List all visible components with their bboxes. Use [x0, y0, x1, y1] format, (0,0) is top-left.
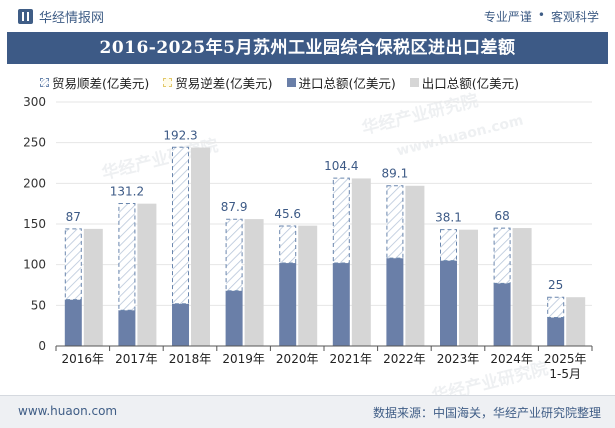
surplus-bar [225, 218, 243, 292]
surplus-data-label: 45.6 [274, 207, 301, 221]
surplus-data-label: 192.3 [163, 128, 197, 142]
x-tick-label: 2025年 [544, 352, 587, 366]
surplus-bar [386, 185, 404, 259]
y-tick-label: 300 [23, 95, 46, 109]
legend-item-deficit: 贸易逆差(亿美元) [163, 73, 273, 92]
brand-name: 华经情报网 [39, 11, 105, 26]
export-bar [512, 228, 532, 346]
export-bar [566, 297, 586, 346]
surplus-data-label: 87.9 [221, 200, 248, 214]
y-tick-label: 150 [23, 217, 46, 231]
brand[interactable]: 华经情报网 [18, 7, 104, 26]
surplus-bar [440, 229, 457, 262]
surplus-bar [493, 227, 511, 284]
surplus-data-label: 25 [548, 278, 563, 292]
surplus-data-label: 104.4 [324, 159, 358, 173]
x-tick-label: 2019年 [222, 352, 265, 366]
footer-source: 数据来源：中国海关，华经产业研究院整理 [372, 406, 601, 420]
chart-canvas: 0 50 100 150 200 250 300 2016年 2017年 2018年 2019年 20… [23, 95, 593, 381]
export-bar [137, 203, 157, 346]
x-tick-label: 1-5月 [549, 367, 581, 381]
y-tick-label: 250 [23, 136, 46, 150]
footer-site-link[interactable]: www.huaon.com [18, 404, 118, 418]
import-bar [386, 258, 404, 346]
surplus-data-label: 68 [494, 209, 509, 223]
tagline-first: 专业严谨 [483, 10, 532, 24]
x-tick-label: 2017年 [115, 352, 158, 366]
x-tick-label: 2021年 [330, 352, 373, 366]
import-bar [172, 303, 189, 346]
export-bar [244, 219, 264, 346]
surplus-data-label: 131.2 [110, 185, 144, 199]
legend-swatch-surplus [40, 78, 49, 87]
surplus-data-label: 87 [66, 210, 81, 224]
export-bar [83, 228, 103, 346]
export-bar [191, 147, 210, 346]
legend-item-import: 进口总额(亿美元) [286, 73, 396, 92]
y-tick-label: 50 [31, 298, 46, 312]
x-tick-label: 2020年 [276, 352, 319, 366]
import-bar [279, 263, 297, 346]
chart-title: 2016-2025年5月苏州工业园综合保税区进出口差额 [99, 38, 516, 58]
surplus-data-label: 89.1 [382, 167, 409, 181]
x-tick-label: 2024年 [490, 352, 533, 366]
surplus-bar [172, 146, 189, 305]
import-bar [547, 317, 565, 346]
legend-swatch-deficit [163, 78, 173, 87]
legend-swatch-import [286, 78, 296, 87]
x-tick-label: 2023年 [437, 352, 480, 366]
import-bar [118, 310, 136, 346]
surplus-bar [547, 296, 565, 319]
tagline-separator: • [537, 8, 545, 22]
y-tick-label: 0 [38, 339, 46, 353]
surplus-bar [332, 177, 350, 264]
x-tick-label: 2022年 [383, 352, 426, 366]
export-bar [405, 185, 425, 346]
footer: www.huaon.com 数据来源：中国海关，华经产业研究院整理 [0, 395, 615, 428]
import-bar [64, 299, 82, 346]
surplus-bar [279, 225, 297, 264]
export-bar [351, 178, 371, 346]
surplus-bar [64, 228, 82, 301]
x-tick-label: 2016年 [62, 352, 105, 366]
tagline: 专业严谨 • 客观科学 [484, 8, 599, 25]
export-bar [298, 225, 318, 346]
import-bar [440, 260, 457, 346]
import-bar [332, 263, 350, 346]
surplus-bar [118, 203, 136, 311]
legend-item-export: 出口总额(亿美元) [409, 73, 520, 92]
legend-label-deficit: 贸易逆差(亿美元) [175, 76, 273, 91]
import-bar [493, 283, 511, 346]
brand-logo-icon [18, 9, 33, 24]
chart-title-bar: 2016-2025年5月苏州工业园综合保税区进出口差额 [7, 32, 608, 64]
top-bar: 华经情报网 专业严谨 • 客观科学 [0, 0, 615, 30]
y-tick-label: 200 [23, 176, 46, 190]
legend-label-export: 出口总额(亿美元) [421, 76, 520, 91]
legend-item-surplus: 贸易顺差(亿美元) [40, 73, 149, 92]
legend-label-surplus: 贸易顺差(亿美元) [52, 76, 150, 91]
x-tick-label: 2018年 [169, 352, 212, 366]
surplus-data-label: 38.1 [435, 211, 462, 225]
legend-label-import: 进口总额(亿美元) [298, 76, 396, 91]
y-tick-label: 100 [23, 258, 46, 272]
chart-legend: 贸易顺差(亿美元) 贸易逆差(亿美元) 进口总额(亿美元) 出口总额(亿美元) [40, 73, 519, 92]
import-bar [225, 290, 243, 346]
tagline-second: 客观科学 [550, 10, 599, 24]
export-bar [459, 229, 478, 346]
legend-swatch-export [409, 78, 419, 87]
